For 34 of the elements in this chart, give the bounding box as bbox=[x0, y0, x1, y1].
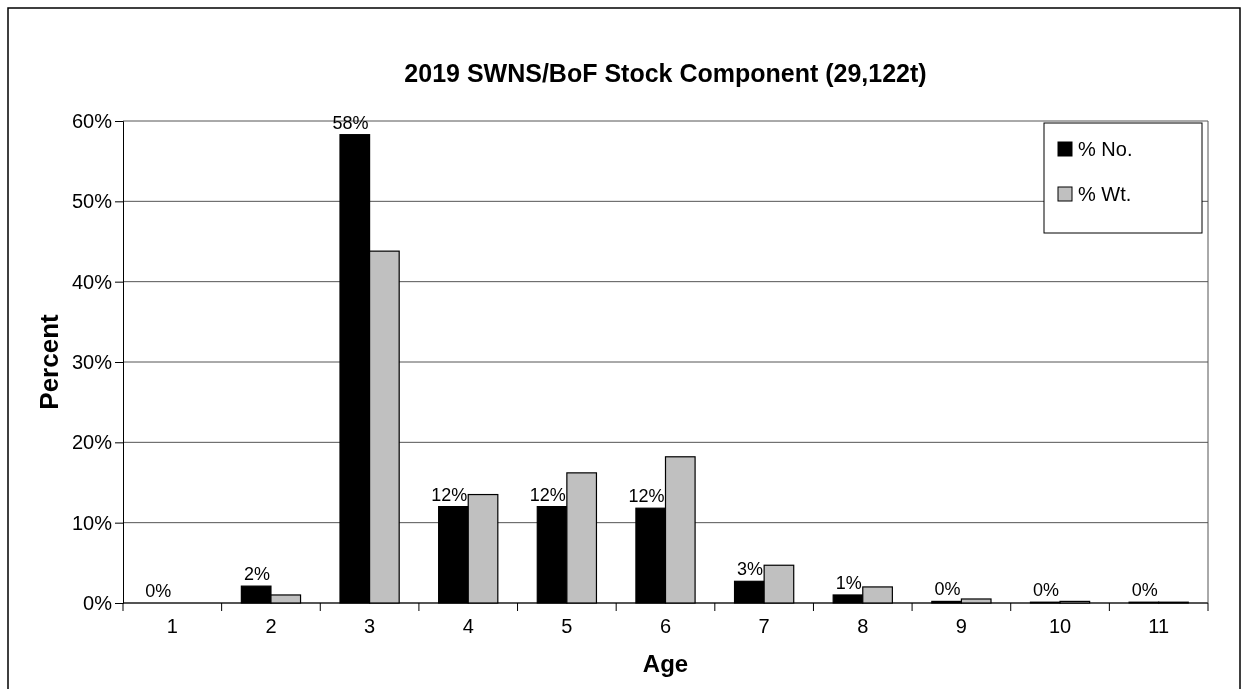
data-label: 3% bbox=[737, 559, 764, 580]
x-tick-label: 11 bbox=[1148, 615, 1170, 637]
data-label: 12% bbox=[431, 484, 468, 505]
x-tick-label: 9 bbox=[955, 615, 967, 637]
x-tick-label: 5 bbox=[561, 615, 573, 637]
data-label: 2% bbox=[243, 564, 270, 585]
x-tick-label: 1 bbox=[166, 615, 178, 637]
x-tick-label: 3 bbox=[364, 615, 376, 637]
x-tick-label: 4 bbox=[462, 615, 474, 637]
y-tick-label: 20% bbox=[71, 431, 113, 454]
y-axis-title: Percent bbox=[34, 313, 64, 410]
data-label: 12% bbox=[529, 484, 566, 505]
data-label: 0% bbox=[934, 579, 961, 600]
x-tick-label: 8 bbox=[857, 615, 869, 637]
y-tick-label: 40% bbox=[71, 270, 113, 293]
y-tick-label: 10% bbox=[71, 511, 113, 534]
x-axis-title: Age bbox=[642, 650, 689, 677]
x-tick-label: 6 bbox=[659, 615, 672, 637]
x-tick-label: 10 bbox=[1048, 615, 1072, 637]
y-tick-label: 0% bbox=[83, 591, 113, 614]
y-tick-label: 30% bbox=[71, 350, 113, 373]
x-tick-label: 7 bbox=[758, 615, 770, 637]
legend-label: % Wt. bbox=[1078, 183, 1132, 205]
data-label: 0% bbox=[145, 581, 172, 601]
legend-label: % No. bbox=[1078, 138, 1133, 160]
data-label: 0% bbox=[1131, 580, 1158, 601]
y-tick-label: 60% bbox=[71, 109, 113, 132]
data-label: 58% bbox=[332, 112, 369, 133]
y-tick-label: 50% bbox=[71, 190, 113, 213]
data-label: 12% bbox=[628, 486, 665, 507]
x-tick-label: 2 bbox=[265, 615, 277, 637]
data-label: 1% bbox=[835, 572, 862, 593]
chart-title: 2019 SWNS/BoF Stock Component (29,122t) bbox=[404, 59, 927, 87]
data-label: 0% bbox=[1033, 580, 1060, 601]
